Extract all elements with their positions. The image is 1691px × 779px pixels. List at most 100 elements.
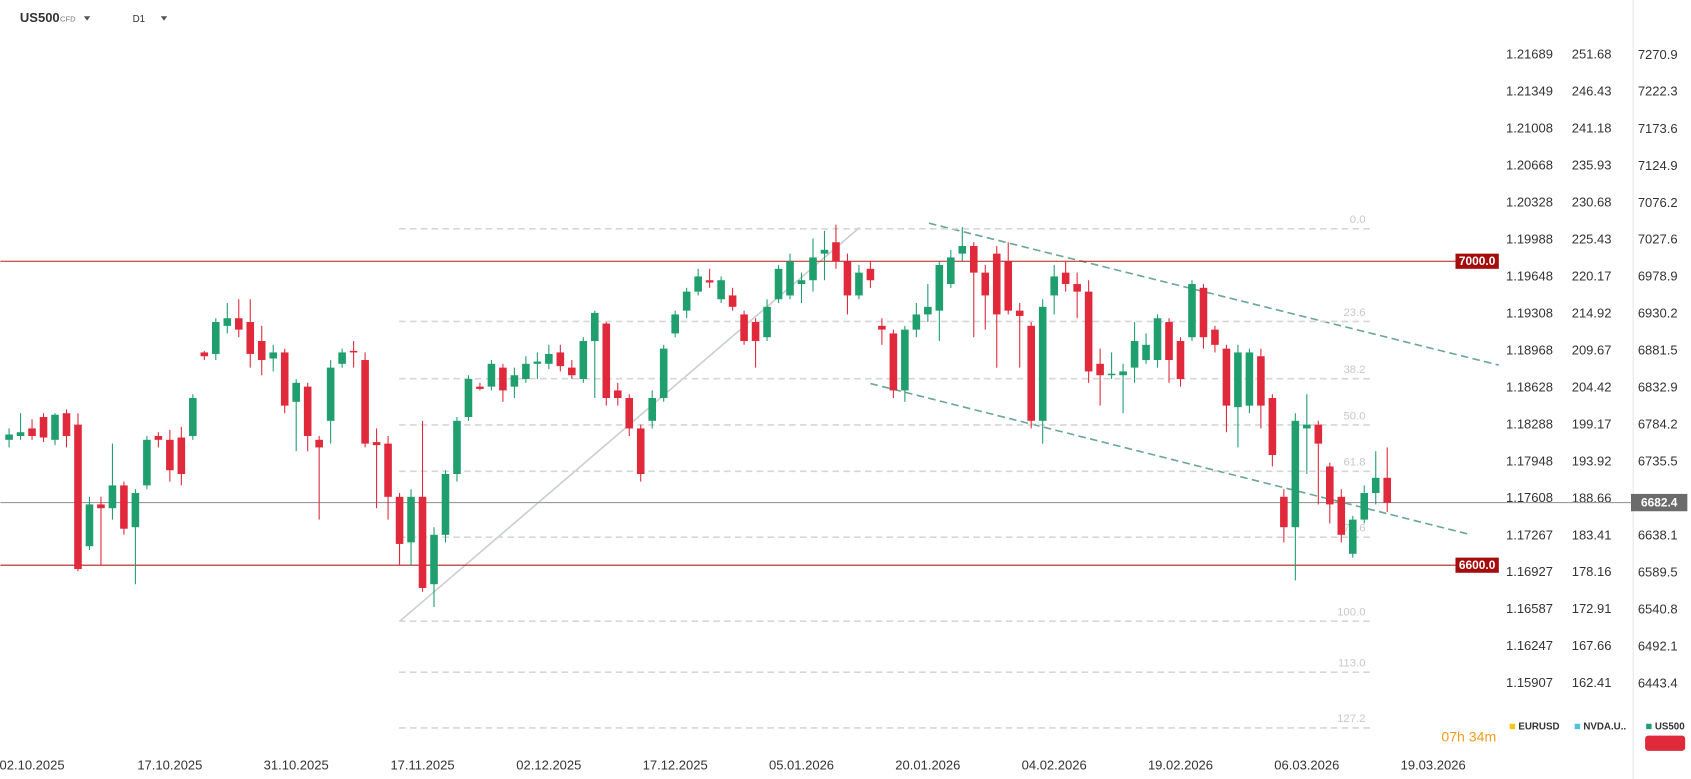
candle-body (1073, 284, 1081, 292)
x-tick-label: 17.11.2025 (390, 757, 454, 772)
y-tick-label: 1.17267 (1506, 527, 1553, 542)
last-price-label: 6682.4 (1641, 495, 1678, 509)
dropdown-arrow[interactable] (83, 16, 91, 21)
candle-body (1015, 310, 1024, 316)
candle-body (625, 398, 634, 429)
candle-body (1107, 373, 1116, 376)
candle-body (682, 291, 691, 311)
candle-body (1130, 341, 1139, 368)
y-tick-label: 1.16247 (1506, 638, 1553, 653)
candle-body (1303, 424, 1311, 429)
y-tick-label: 172.91 (1572, 601, 1612, 616)
candle-body (924, 306, 932, 315)
x-tick-label: 04.02.2026 (1022, 757, 1087, 772)
y-tick-label: 199.17 (1572, 416, 1612, 431)
candle-body (855, 272, 863, 296)
y-tick-label: 1.19308 (1506, 305, 1553, 320)
candle-body (786, 261, 794, 296)
y-tick-label: 7076.2 (1638, 195, 1678, 210)
candle-body (889, 333, 898, 391)
y-tick-label: 1.20668 (1506, 158, 1553, 173)
y-tick-label: 1.19648 (1506, 268, 1553, 283)
y-tick-label: 6978.9 (1638, 269, 1678, 284)
candle-body (200, 352, 209, 357)
fib-label: 113.0 (1338, 658, 1366, 670)
candle-body (1165, 322, 1173, 361)
candle-body (1084, 291, 1093, 372)
legend-swatch (1574, 723, 1581, 730)
candle-body (1257, 356, 1265, 406)
candle-body (1199, 287, 1208, 338)
legend-swatch (1509, 723, 1516, 730)
candle-body (1360, 493, 1369, 520)
y-tick-label: 1.16927 (1506, 564, 1553, 579)
y-tick-label: 241.18 (1572, 121, 1612, 136)
dropdown-arrow[interactable] (160, 16, 168, 21)
candle-body (1268, 398, 1277, 456)
y-tick-label: 1.21349 (1506, 84, 1553, 99)
candle-body (1383, 477, 1392, 503)
candle-body (809, 257, 817, 281)
candle-body (85, 504, 94, 547)
y-tick-label: 6784.2 (1638, 417, 1678, 432)
candle-body (257, 341, 266, 361)
y-tick-label: 1.15907 (1506, 675, 1553, 690)
candle-body (74, 424, 82, 570)
candle-body (545, 353, 553, 364)
candle-body (372, 442, 381, 446)
candle-body (1337, 496, 1346, 535)
timeframe[interactable]: D1 (133, 14, 145, 25)
candle-body (912, 314, 921, 330)
symbol-type: CFD (60, 15, 76, 24)
candle-body (579, 341, 588, 380)
fib-label: 100.0 (1337, 607, 1365, 619)
candle-body (441, 474, 450, 535)
candle-body (464, 379, 473, 418)
candle-body (1188, 284, 1196, 338)
candle-body (590, 312, 599, 342)
x-tick-label: 19.03.2026 (1401, 757, 1466, 772)
candle-body (487, 363, 496, 387)
candle-body (969, 246, 978, 273)
price-level-label: 6600.0 (1459, 558, 1496, 572)
candle-body (338, 352, 346, 364)
candle-body (522, 363, 530, 380)
candle-body (315, 439, 323, 448)
candle-body (1050, 276, 1058, 296)
x-tick-label: 20.01.2026 (895, 757, 960, 772)
candle-body (1061, 272, 1070, 285)
y-tick-label: 193.92 (1572, 453, 1612, 468)
y-tick-label: 1.20328 (1506, 195, 1553, 210)
y-tick-label: 209.67 (1572, 342, 1612, 357)
candle-body (832, 242, 840, 262)
candle-body (97, 504, 105, 509)
candle-body (108, 485, 117, 509)
candle-body (556, 352, 565, 367)
fib-label: 38.2 (1343, 364, 1365, 376)
y-tick-label: 7173.6 (1638, 121, 1678, 136)
candle-body (223, 318, 232, 326)
candle-body (671, 314, 679, 334)
candle-body (418, 496, 427, 588)
y-tick-label: 1.21008 (1506, 121, 1553, 136)
countdown: 07h 34m (1441, 729, 1496, 745)
price-level-tag (1455, 557, 1499, 573)
candle-body (1096, 363, 1104, 376)
y-tick-label: 6735.5 (1638, 454, 1678, 469)
candle-body (499, 367, 507, 391)
y-tick-label: 6589.5 (1638, 565, 1678, 580)
x-tick-label: 02.12.2025 (516, 757, 581, 772)
candle-body (1280, 496, 1288, 528)
candle-body (613, 390, 622, 399)
x-tick-label: 02.10.2025 (0, 757, 65, 772)
y-tick-label: 7027.6 (1638, 232, 1678, 247)
y-tick-label: 6638.1 (1638, 528, 1678, 543)
symbol[interactable]: US500 (20, 10, 60, 25)
candle-body (717, 280, 725, 300)
candle-body (510, 375, 519, 387)
price-level-label: 7000.0 (1459, 254, 1496, 268)
fib-label: 0.0 (1350, 214, 1366, 226)
action-button[interactable] (1645, 735, 1686, 751)
candle-body (326, 367, 335, 421)
candle-body (901, 329, 909, 391)
